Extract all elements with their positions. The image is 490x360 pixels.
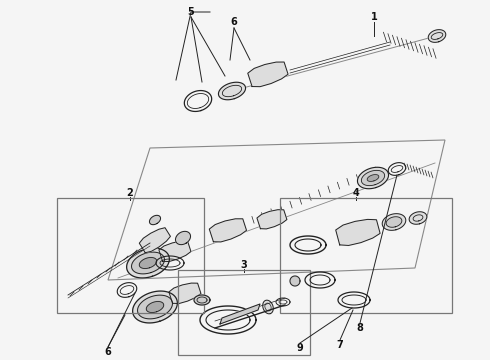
Polygon shape	[131, 252, 165, 274]
Polygon shape	[336, 219, 380, 246]
Text: 6: 6	[105, 347, 111, 357]
Polygon shape	[290, 276, 300, 286]
Polygon shape	[139, 257, 157, 269]
Text: 4: 4	[353, 188, 359, 198]
Text: 9: 9	[296, 343, 303, 353]
Polygon shape	[133, 291, 177, 323]
Text: 6: 6	[231, 17, 237, 27]
Bar	[57, 198, 204, 313]
Polygon shape	[209, 219, 246, 242]
Polygon shape	[362, 170, 385, 186]
Text: 5: 5	[188, 7, 195, 17]
Polygon shape	[220, 304, 260, 324]
Polygon shape	[175, 231, 191, 245]
Polygon shape	[159, 241, 191, 262]
Polygon shape	[149, 215, 161, 225]
Polygon shape	[409, 212, 427, 224]
Polygon shape	[248, 62, 288, 87]
Polygon shape	[219, 82, 245, 100]
Polygon shape	[169, 283, 201, 303]
Polygon shape	[367, 175, 379, 181]
Text: 3: 3	[241, 260, 247, 270]
Text: 8: 8	[357, 323, 364, 333]
Polygon shape	[147, 301, 164, 312]
Bar	[178, 270, 310, 355]
Polygon shape	[257, 210, 287, 229]
Text: 1: 1	[370, 12, 377, 22]
Polygon shape	[382, 214, 406, 230]
Polygon shape	[126, 248, 170, 278]
Polygon shape	[358, 167, 389, 189]
Bar	[280, 198, 452, 313]
Text: 7: 7	[337, 340, 343, 350]
Polygon shape	[386, 217, 402, 227]
Polygon shape	[138, 295, 172, 319]
Text: 2: 2	[126, 188, 133, 198]
Polygon shape	[428, 30, 446, 42]
Polygon shape	[263, 300, 273, 314]
Polygon shape	[194, 295, 210, 305]
Polygon shape	[139, 228, 171, 253]
